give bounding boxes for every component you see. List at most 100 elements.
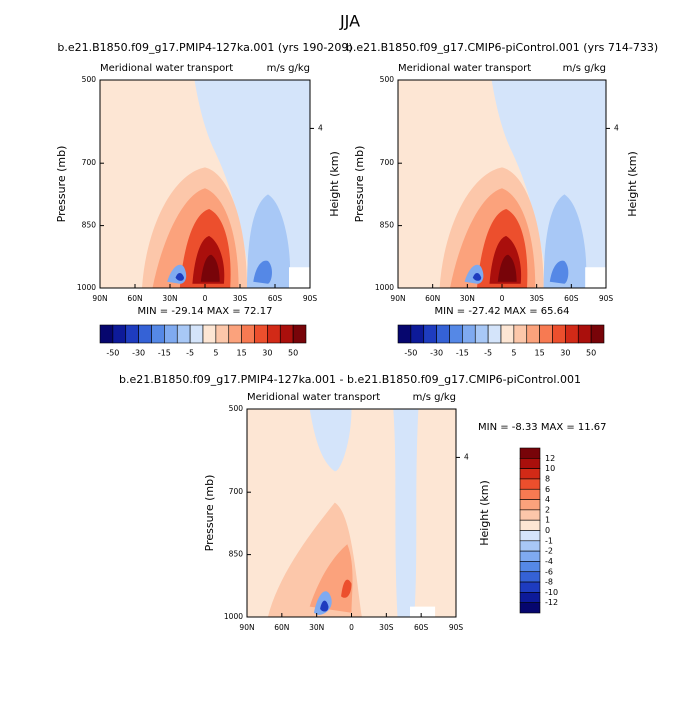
x-tick-label: 0 [500, 294, 505, 303]
colorbar-box [189, 324, 204, 344]
y-tick-label: 1000 [224, 612, 243, 621]
colorbar-label: 50 [586, 349, 596, 358]
stats: MIN = -27.42 MAX = 65.64 [435, 306, 570, 317]
colorbar-box [519, 509, 541, 521]
colorbar-box [254, 324, 268, 344]
x-tick-label: 30S [233, 294, 248, 303]
colorbar-box [519, 550, 541, 562]
contour-fill [497, 254, 517, 282]
y2-tick-label: 4 [614, 123, 619, 132]
colorbar-box [519, 519, 541, 531]
colorbar-box [397, 324, 412, 344]
colorbar-box [539, 324, 553, 344]
colorbar-label: 10 [545, 464, 555, 473]
x-tick-label: 90N [239, 623, 254, 632]
colorbar-label: -50 [404, 349, 417, 358]
colorbar-box [577, 324, 592, 344]
contour-fill [200, 254, 220, 282]
y2-tick-label: 4 [318, 123, 323, 132]
colorbar-box [519, 602, 541, 614]
panel-subtitle: b.e21.B1850.f09_g17.PMIP4-127ka.001 (yrs… [57, 41, 352, 54]
colorbar-box [215, 324, 230, 344]
y-tick-label: 700 [82, 158, 97, 167]
x-tick-label: 0 [203, 294, 208, 303]
colorbar-label: -4 [545, 557, 553, 566]
x-tick-label: 30S [379, 623, 394, 632]
colorbar-box [410, 324, 425, 344]
colorbar-box [449, 324, 463, 344]
colorbar-box [151, 324, 165, 344]
x-tick-label: 0 [349, 623, 354, 632]
colorbar-box [552, 324, 566, 344]
contour-field [398, 80, 606, 288]
colorbar-label: -50 [106, 349, 119, 358]
contour-fill [320, 600, 329, 612]
colorbar-box [519, 488, 541, 500]
colorbar-box [487, 324, 502, 344]
colorbar-label: -8 [545, 578, 553, 587]
colorbar-label: 2 [545, 505, 550, 514]
y-tick-label: 500 [82, 75, 97, 84]
x-tick-label: 30N [460, 294, 475, 303]
y-tick-label: 850 [82, 221, 97, 230]
colorbar-label: 15 [237, 349, 247, 358]
x-tick-label: 60S [564, 294, 579, 303]
colorbar-label: 30 [560, 349, 570, 358]
x-tick-label: 60N [274, 623, 289, 632]
colorbar-box [519, 592, 541, 603]
y-tick-label: 500 [380, 75, 395, 84]
colorbar-label: -15 [456, 349, 469, 358]
y2-tick-label: 4 [464, 452, 469, 461]
colorbar-box [138, 324, 152, 344]
contour-fill [289, 267, 310, 288]
y-tick-label: 500 [229, 404, 244, 413]
right-label: m/s g/kg [413, 392, 456, 403]
x-tick-label: 30N [309, 623, 324, 632]
y-tick-label: 700 [229, 487, 244, 496]
colorbar-label: -6 [545, 567, 553, 576]
contour-field [247, 409, 456, 617]
colorbar-label: 1 [545, 516, 550, 525]
colorbar-box [462, 324, 476, 344]
stats: MIN = -8.33 MAX = 11.67 [478, 422, 607, 433]
contour-fill [472, 272, 482, 281]
colorbar-box [228, 324, 242, 344]
colorbar-box [423, 324, 437, 344]
x-tick-label: 90S [599, 294, 614, 303]
colorbar-box [519, 447, 541, 459]
colorbar-box [202, 324, 217, 344]
x-tick-label: 90S [303, 294, 318, 303]
y-axis-label: Pressure (mb) [55, 146, 68, 223]
colorbar-box [125, 324, 139, 344]
colorbar-box [519, 561, 541, 573]
colorbar-box [590, 324, 605, 344]
colorbar-box [519, 458, 541, 469]
contour-fill [410, 606, 436, 617]
colorbar-label: 5 [511, 349, 516, 358]
colorbar-box [519, 468, 541, 480]
x-tick-label: 60N [127, 294, 142, 303]
colorbar-box [519, 499, 541, 511]
x-tick-label: 90N [390, 294, 405, 303]
y2-axis-label: Height (km) [626, 151, 639, 217]
colorbar-box [519, 530, 541, 542]
colorbar-label: -5 [186, 349, 194, 358]
y-tick-label: 850 [380, 221, 395, 230]
colorbar-label: 12 [545, 454, 555, 463]
x-tick-label: 30S [530, 294, 545, 303]
y-tick-label: 850 [229, 550, 244, 559]
colorbar-label: -15 [158, 349, 171, 358]
contour-field [100, 80, 310, 288]
colorbar-label: -30 [132, 349, 145, 358]
colorbar-label: -5 [484, 349, 492, 358]
colorbar-box [292, 324, 307, 344]
colorbar-label: 5 [213, 349, 218, 358]
panel-subtitle: b.e21.B1850.f09_g17.PMIP4-127ka.001 - b.… [119, 373, 581, 386]
x-tick-label: 90N [92, 294, 107, 303]
y-axis-label: Pressure (mb) [203, 475, 216, 552]
contour-fill [585, 267, 606, 288]
y2-axis-label: Height (km) [478, 480, 491, 546]
colorbar-box [267, 324, 281, 344]
contour-fill [393, 409, 419, 617]
colorbar-label: 30 [262, 349, 272, 358]
